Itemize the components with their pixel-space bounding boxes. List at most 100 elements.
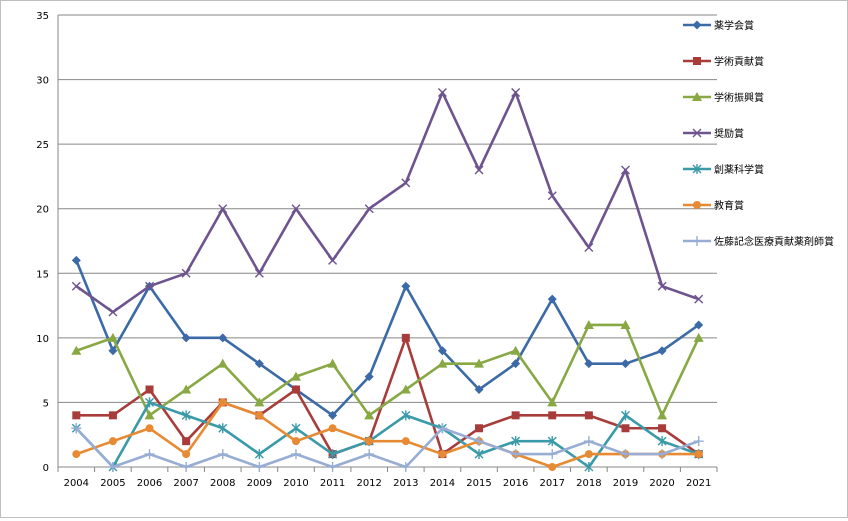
plot-area: [71, 87, 704, 472]
data-point: [657, 410, 668, 420]
x-tick-label: 2019: [613, 478, 638, 489]
data-point: [620, 449, 631, 460]
legend-label: 薬学会賞: [714, 19, 754, 32]
data-point: [108, 411, 117, 420]
data-point: [291, 385, 300, 394]
legend-item: 佐藤記念医療貢献薬剤師賞: [683, 235, 834, 248]
data-point: [290, 449, 301, 460]
x-tick-label: 2008: [210, 478, 235, 489]
data-point: [657, 436, 667, 447]
data-point: [327, 462, 338, 472]
data-point: [400, 384, 411, 394]
x-tick-label: 2006: [137, 478, 162, 489]
data-point: [254, 268, 264, 278]
data-point: [181, 268, 191, 278]
data-point: [401, 410, 411, 421]
series-line: [75, 323, 700, 417]
data-point: [71, 345, 82, 355]
data-point: [584, 411, 593, 420]
data-point: [511, 359, 521, 369]
series-line: [75, 91, 700, 314]
data-point: [437, 346, 447, 356]
data-point: [217, 449, 228, 460]
data-point: [181, 410, 191, 421]
legend-label: 佐藤記念医療貢献薬剤師賞: [714, 235, 834, 248]
y-tick-label: 0: [43, 463, 49, 474]
data-point: [511, 87, 521, 97]
data-point: [108, 307, 118, 317]
data-point: [584, 242, 594, 252]
data-point: [437, 423, 448, 434]
data-point: [218, 333, 228, 343]
data-point: [145, 424, 154, 433]
y-tick-label: 5: [43, 398, 49, 409]
x-tick-label: 2020: [649, 478, 674, 489]
data-point: [71, 423, 82, 434]
data-point: [144, 410, 155, 420]
data-point: [145, 385, 154, 394]
data-point: [584, 450, 593, 459]
data-point: [364, 204, 374, 214]
data-point: [254, 397, 265, 407]
data-point: [692, 128, 702, 138]
data-point: [401, 281, 411, 291]
data-point: [692, 92, 702, 101]
series-line: [75, 259, 700, 417]
legend-label: 学術振興賞: [714, 91, 764, 104]
x-tick-label: 2014: [430, 478, 455, 489]
data-point: [255, 411, 264, 420]
data-point: [474, 436, 485, 447]
data-point: [254, 449, 264, 460]
data-point: [547, 294, 557, 304]
data-point: [474, 358, 485, 368]
data-point: [693, 332, 704, 342]
data-point: [548, 463, 557, 471]
axes: 0 5 10 15 20 25 30 35 2004 2005 2006 2007 2008 2009 20…: [36, 11, 718, 489]
legend-label: 奨励賞: [714, 127, 744, 140]
series-line: [75, 426, 700, 469]
series-7: [71, 423, 704, 472]
data-point: [510, 345, 521, 355]
data-point: [474, 385, 484, 395]
data-point: [72, 411, 81, 420]
data-point: [583, 319, 594, 329]
x-tick-label: 2007: [173, 478, 198, 489]
data-point: [401, 178, 411, 188]
data-point: [657, 449, 668, 460]
y-tick-label: 10: [36, 334, 49, 345]
data-point: [291, 204, 301, 214]
data-point: [181, 384, 192, 394]
legend-item: 教育賞: [683, 199, 744, 212]
data-point: [291, 423, 301, 434]
x-tick-label: 2013: [393, 478, 418, 489]
legend-label: 教育賞: [714, 199, 744, 212]
data-point: [181, 462, 192, 472]
data-point: [364, 449, 375, 460]
data-point: [254, 462, 265, 472]
data-point: [328, 424, 337, 433]
data-point: [584, 359, 594, 369]
series-4: [71, 87, 704, 317]
data-point: [620, 359, 630, 369]
data-point: [658, 424, 667, 433]
data-point: [182, 437, 191, 446]
x-tick-label: 2015: [466, 478, 491, 489]
data-point: [620, 165, 630, 175]
data-point: [364, 410, 375, 420]
data-point: [693, 436, 704, 447]
legend-item: 奨励賞: [683, 127, 744, 140]
data-point: [217, 358, 228, 368]
data-point: [694, 294, 704, 304]
data-point: [693, 201, 701, 209]
data-point: [621, 424, 630, 433]
x-tick-label: 2017: [540, 478, 565, 489]
data-point: [474, 165, 484, 175]
series-3: [71, 319, 704, 420]
data-point: [108, 437, 117, 446]
y-tick-label: 20: [36, 205, 49, 216]
data-point: [365, 437, 374, 446]
data-point: [693, 57, 701, 65]
data-point: [145, 281, 155, 291]
data-point: [328, 449, 338, 460]
